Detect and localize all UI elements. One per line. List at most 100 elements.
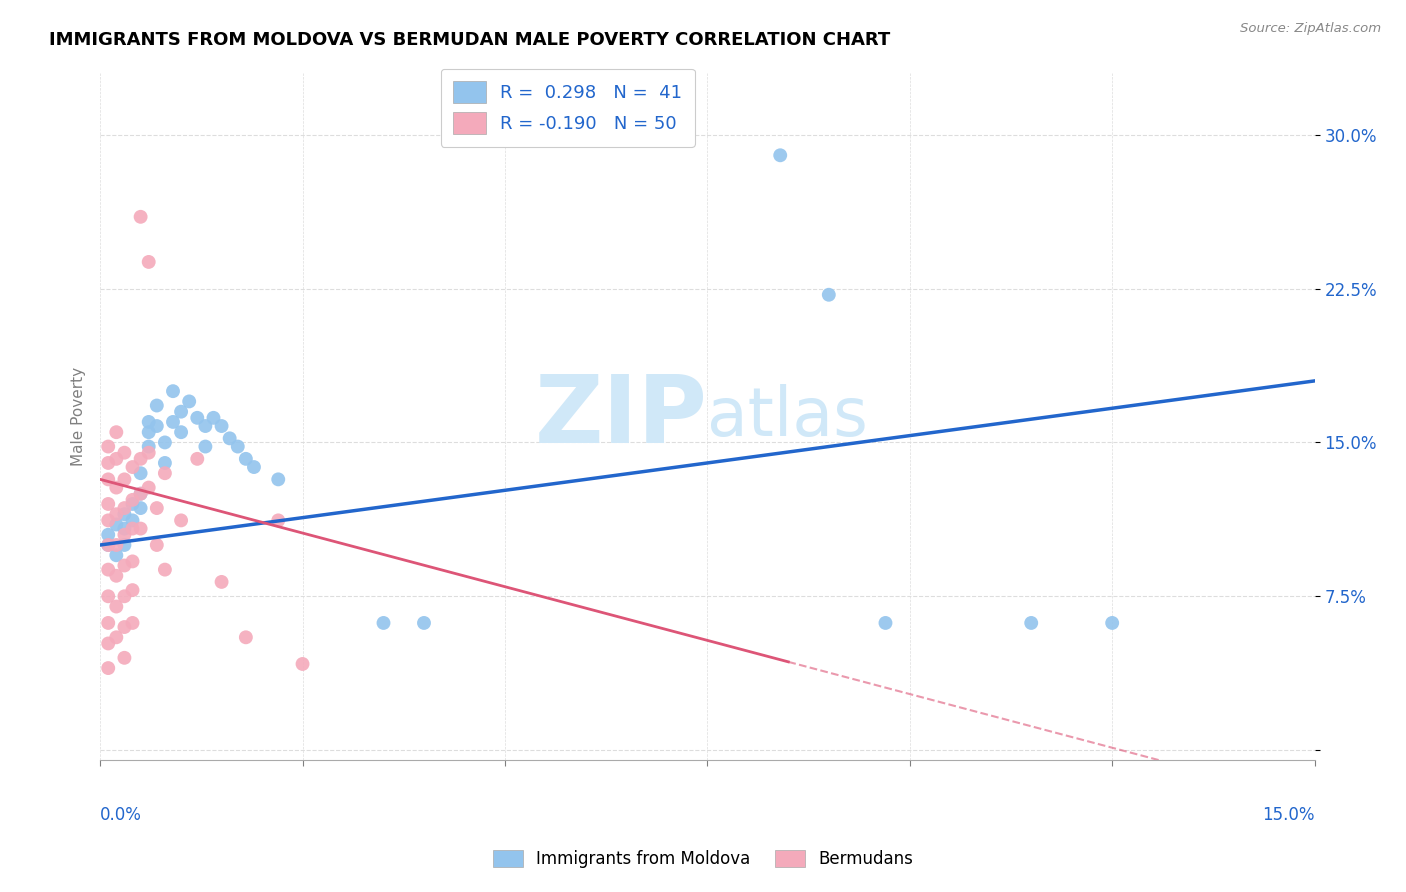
Point: [129, 467, 152, 481]
Point: [121, 492, 143, 507]
Legend: R =  0.298   N =  41, R = -0.190   N = 50: R = 0.298 N = 41, R = -0.190 N = 50: [440, 69, 695, 147]
Point: [121, 554, 143, 568]
Point: [1019, 615, 1042, 630]
Point: [112, 558, 135, 573]
Point: [170, 405, 193, 419]
Point: [769, 148, 792, 162]
Point: [413, 615, 436, 630]
Point: [146, 399, 169, 413]
Point: [129, 486, 152, 500]
Point: [105, 481, 128, 495]
Point: [211, 574, 233, 589]
Y-axis label: Male Poverty: Male Poverty: [72, 368, 86, 467]
Point: [170, 513, 193, 527]
Point: [235, 451, 257, 466]
Point: [235, 630, 257, 644]
Point: [146, 501, 169, 516]
Point: [129, 501, 152, 516]
Point: [97, 472, 120, 486]
Point: [112, 446, 135, 460]
Point: [211, 419, 233, 434]
Text: 0.0%: 0.0%: [100, 805, 142, 823]
Point: [267, 513, 290, 527]
Point: [105, 548, 128, 562]
Point: [129, 486, 152, 500]
Point: [97, 527, 120, 541]
Point: [105, 599, 128, 614]
Point: [138, 425, 160, 440]
Point: [194, 440, 217, 454]
Text: Source: ZipAtlas.com: Source: ZipAtlas.com: [1240, 22, 1381, 36]
Point: [121, 497, 143, 511]
Point: [121, 513, 143, 527]
Point: [138, 446, 160, 460]
Point: [112, 589, 135, 603]
Point: [186, 451, 208, 466]
Point: [146, 538, 169, 552]
Point: [153, 467, 176, 481]
Point: [97, 661, 120, 675]
Point: [105, 568, 128, 582]
Point: [243, 460, 266, 475]
Point: [267, 472, 290, 486]
Point: [112, 620, 135, 634]
Point: [226, 440, 249, 454]
Point: [138, 415, 160, 429]
Point: [817, 287, 839, 301]
Point: [138, 481, 160, 495]
Point: [121, 615, 143, 630]
Point: [112, 527, 135, 541]
Point: [179, 394, 201, 409]
Point: [97, 538, 120, 552]
Point: [97, 440, 120, 454]
Point: [97, 589, 120, 603]
Point: [97, 636, 120, 650]
Point: [129, 451, 152, 466]
Point: [121, 522, 143, 536]
Point: [121, 583, 143, 598]
Text: 15.0%: 15.0%: [1263, 805, 1315, 823]
Point: [105, 425, 128, 440]
Point: [112, 522, 135, 536]
Point: [97, 497, 120, 511]
Point: [875, 615, 897, 630]
Point: [105, 507, 128, 521]
Point: [129, 522, 152, 536]
Text: ZIP: ZIP: [534, 371, 707, 463]
Point: [291, 657, 314, 671]
Point: [97, 538, 120, 552]
Point: [162, 415, 184, 429]
Point: [138, 255, 160, 269]
Point: [186, 410, 208, 425]
Point: [105, 538, 128, 552]
Point: [138, 440, 160, 454]
Legend: Immigrants from Moldova, Bermudans: Immigrants from Moldova, Bermudans: [486, 843, 920, 875]
Point: [194, 419, 217, 434]
Point: [97, 563, 120, 577]
Point: [202, 410, 225, 425]
Text: IMMIGRANTS FROM MOLDOVA VS BERMUDAN MALE POVERTY CORRELATION CHART: IMMIGRANTS FROM MOLDOVA VS BERMUDAN MALE…: [49, 31, 890, 49]
Point: [97, 513, 120, 527]
Point: [373, 615, 395, 630]
Point: [97, 615, 120, 630]
Point: [105, 517, 128, 532]
Point: [162, 384, 184, 399]
Point: [218, 431, 240, 445]
Point: [105, 451, 128, 466]
Point: [153, 563, 176, 577]
Point: [97, 456, 120, 470]
Text: atlas: atlas: [707, 384, 869, 450]
Point: [1101, 615, 1123, 630]
Point: [112, 501, 135, 516]
Point: [112, 507, 135, 521]
Point: [153, 456, 176, 470]
Point: [112, 472, 135, 486]
Point: [112, 538, 135, 552]
Point: [146, 419, 169, 434]
Point: [105, 630, 128, 644]
Point: [112, 650, 135, 665]
Point: [170, 425, 193, 440]
Point: [121, 460, 143, 475]
Point: [129, 210, 152, 224]
Point: [153, 435, 176, 450]
